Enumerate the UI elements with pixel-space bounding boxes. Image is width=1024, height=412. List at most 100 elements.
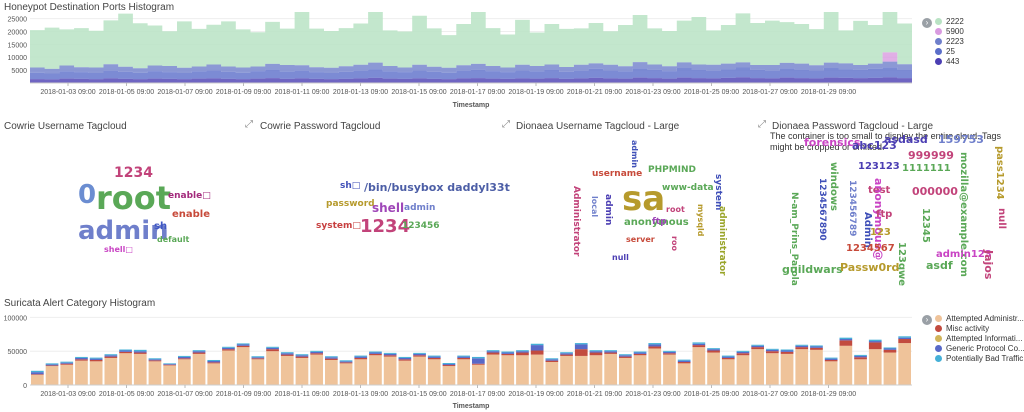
bar-segment bbox=[119, 349, 132, 351]
tag-word[interactable]: www-data bbox=[662, 183, 714, 193]
x-tick-label: 2018-01-17 09:00 bbox=[450, 391, 505, 398]
tag-word[interactable]: ftp bbox=[652, 217, 667, 227]
tag-word[interactable]: Passw0rd bbox=[840, 261, 900, 274]
tag-word[interactable]: Administrator bbox=[571, 186, 581, 257]
tag-word[interactable]: 12345 bbox=[920, 208, 931, 243]
bar-segment bbox=[677, 362, 691, 364]
tag-word[interactable]: admin123 bbox=[936, 249, 992, 260]
tag-word[interactable]: system bbox=[713, 174, 723, 211]
tag-word[interactable]: enable□ bbox=[168, 191, 211, 201]
expand-icon[interactable]: ⤢ bbox=[502, 119, 510, 130]
legend-item[interactable]: 25 bbox=[935, 46, 964, 56]
bar-segment bbox=[266, 351, 279, 385]
tag-word[interactable]: asdasd bbox=[884, 133, 928, 146]
bar-segment bbox=[75, 359, 88, 361]
tag-word[interactable]: 000000 bbox=[912, 185, 958, 198]
legend-toggle-icon[interactable]: › bbox=[922, 315, 932, 325]
series-area-25 bbox=[30, 67, 912, 80]
tag-word[interactable]: abc123 bbox=[852, 139, 897, 152]
tag-word[interactable]: pass1234 bbox=[994, 146, 1005, 200]
tag-word[interactable]: 1234 bbox=[360, 216, 411, 237]
tag-word[interactable]: windows bbox=[828, 162, 839, 212]
bar-segment bbox=[663, 351, 676, 354]
bar-segment bbox=[104, 354, 118, 356]
legend-toggle-icon[interactable]: › bbox=[922, 18, 932, 28]
legend-item[interactable]: 2222 bbox=[935, 16, 964, 26]
tag-word[interactable]: asdf bbox=[926, 259, 953, 272]
tag-word[interactable]: enable bbox=[172, 209, 211, 220]
bar-segment bbox=[898, 337, 911, 340]
legend-item[interactable]: 5900 bbox=[935, 26, 964, 36]
legend-item[interactable]: Potentially Bad Traffic bbox=[935, 353, 1024, 363]
tag-word[interactable]: 123123 bbox=[858, 161, 900, 172]
tag-word[interactable]: shell□ bbox=[104, 245, 133, 254]
expand-icon[interactable]: ⤢ bbox=[245, 119, 253, 130]
legend-item[interactable]: Attempted Informati... bbox=[935, 333, 1024, 343]
tag-word[interactable]: 123456789 bbox=[847, 180, 857, 237]
tag-word[interactable]: sh□ bbox=[340, 181, 361, 191]
tag-word[interactable]: local bbox=[590, 196, 599, 218]
bar-segment bbox=[89, 358, 103, 360]
bar-segment bbox=[442, 364, 456, 366]
tag-word[interactable]: shell bbox=[372, 201, 405, 215]
tag-word[interactable]: 123 bbox=[870, 227, 891, 238]
tag-word[interactable]: Jajos bbox=[982, 250, 995, 280]
tag-word[interactable]: admin bbox=[630, 140, 639, 168]
tag-word[interactable]: password bbox=[326, 199, 375, 209]
tag-word[interactable]: default bbox=[157, 235, 190, 244]
legend-item[interactable]: 443 bbox=[935, 56, 964, 66]
tag-word[interactable]: null bbox=[996, 208, 1007, 230]
bar-segment bbox=[75, 357, 88, 360]
legend-item[interactable]: Misc activity bbox=[935, 323, 1024, 333]
tag-word[interactable]: 159753 bbox=[938, 133, 984, 146]
tag-word[interactable]: 1234567 bbox=[846, 243, 895, 254]
bar-segment bbox=[413, 356, 426, 385]
tag-word[interactable]: sh bbox=[154, 221, 168, 232]
tag-word[interactable]: 123456 bbox=[402, 221, 440, 231]
tag-word[interactable]: roo bbox=[670, 236, 679, 251]
tag-word[interactable]: null bbox=[612, 253, 629, 262]
expand-icon[interactable]: ⤢ bbox=[758, 119, 766, 130]
bar-segment bbox=[75, 356, 88, 358]
bar-segment bbox=[295, 357, 309, 385]
y-tick-label: 25000 bbox=[8, 17, 28, 24]
tag-word[interactable]: admin bbox=[404, 203, 436, 213]
tag-word[interactable]: 0 bbox=[78, 180, 97, 210]
bar-segment bbox=[354, 359, 368, 385]
bar-segment bbox=[133, 349, 147, 352]
x-tick-label: 2018-01-03 09:00 bbox=[40, 391, 95, 398]
tag-word[interactable]: anonymous bbox=[624, 217, 689, 228]
tag-word[interactable]: admin bbox=[603, 194, 613, 226]
tag-word[interactable]: ftp bbox=[876, 209, 893, 220]
tag-word[interactable]: root bbox=[666, 205, 685, 214]
tag-word[interactable]: server bbox=[626, 235, 655, 244]
tag-word[interactable]: test bbox=[868, 185, 891, 196]
bar-segment bbox=[398, 356, 412, 358]
tag-word[interactable]: 1111111 bbox=[902, 163, 951, 174]
tag-word[interactable]: system□ bbox=[316, 221, 361, 231]
tag-word[interactable]: sa bbox=[622, 179, 666, 219]
tag-word[interactable]: username bbox=[592, 169, 643, 179]
bar-segment bbox=[868, 339, 882, 342]
bar-segment bbox=[457, 356, 470, 358]
x-axis-label: Timestamp bbox=[453, 102, 490, 109]
legend-item[interactable]: Attempted Administr... bbox=[935, 313, 1024, 323]
ports-histogram-chart: 5000 10000 15000 20000 25000 2018-01-03 09:00… bbox=[8, 12, 912, 109]
tag-word[interactable]: guildwars bbox=[782, 263, 843, 276]
tag-word[interactable]: 999999 bbox=[908, 149, 954, 162]
legend-item[interactable]: Generic Protocol Co... bbox=[935, 343, 1024, 353]
tag-word[interactable]: root bbox=[96, 179, 172, 217]
bar-segment bbox=[295, 354, 309, 356]
bar-segment bbox=[266, 349, 279, 352]
bar-segment bbox=[457, 355, 470, 357]
tag-word[interactable]: PHPMIND bbox=[648, 165, 697, 175]
bar-segment bbox=[222, 349, 235, 351]
tag-word[interactable]: admin bbox=[78, 216, 169, 246]
tag-word[interactable]: 1234567890 bbox=[817, 178, 827, 241]
tag-word[interactable]: mysqld bbox=[696, 204, 705, 237]
tag-word[interactable]: /bin/busybox daddyl33t bbox=[364, 181, 510, 194]
tag-word[interactable]: administrator bbox=[717, 206, 727, 276]
tag-word[interactable]: 1234 bbox=[114, 165, 153, 181]
legend-item[interactable]: 2223 bbox=[935, 36, 964, 46]
tag-word[interactable]: forensics bbox=[804, 136, 861, 149]
